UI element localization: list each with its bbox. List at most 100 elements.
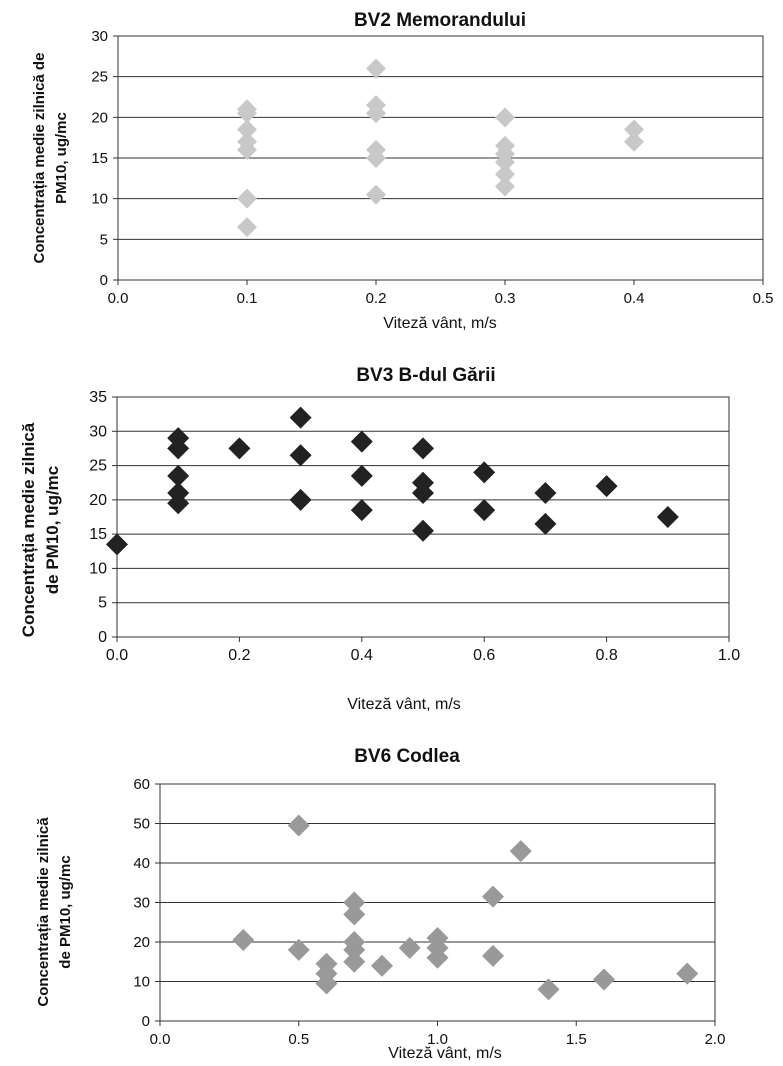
- data-point: [237, 131, 257, 152]
- data-point: [350, 499, 373, 522]
- x-tick-label: 0.2: [228, 647, 250, 664]
- x-tick-label: 0.2: [366, 290, 387, 307]
- y-tick-label: 0: [100, 272, 108, 289]
- y-tick-label: 30: [91, 28, 108, 45]
- y-tick-label: 20: [91, 109, 108, 126]
- y-tick-label: 5: [98, 595, 107, 612]
- y-tick-label: 20: [133, 934, 150, 951]
- chart-title: BV3 B-dul Gării: [356, 365, 495, 386]
- data-points: [106, 406, 679, 556]
- data-point: [426, 927, 449, 950]
- data-point: [412, 471, 434, 494]
- data-point: [534, 512, 557, 535]
- data-point: [167, 464, 190, 487]
- x-tick-label: 1.0: [718, 647, 740, 664]
- y-tick-label: 0: [142, 1013, 150, 1030]
- data-point: [537, 978, 560, 1001]
- data-point: [167, 482, 190, 504]
- y-tick-label: 0: [98, 629, 107, 646]
- data-point: [232, 929, 255, 952]
- y-axis-label-line2: PM10, ug/mc: [53, 112, 70, 204]
- data-point: [343, 891, 366, 914]
- y-tick-label: 30: [89, 423, 107, 440]
- data-points: [237, 58, 644, 238]
- y-tick-label: 60: [133, 776, 150, 793]
- data-point: [509, 840, 532, 863]
- x-axis-label: Viteză vânt, m/s: [388, 1045, 502, 1062]
- y-axis-label-line1: Concentrația medie zilnică: [19, 422, 38, 637]
- x-axis-label: Viteză vânt, m/s: [347, 696, 461, 713]
- data-point: [624, 131, 644, 152]
- y-tick-label: 20: [89, 492, 107, 509]
- y-tick-label: 10: [91, 191, 108, 208]
- data-point: [237, 217, 257, 238]
- y-tick-label: 35: [89, 389, 107, 406]
- data-point: [343, 931, 366, 953]
- data-point: [534, 482, 557, 504]
- x-tick-label: 0.0: [108, 290, 129, 307]
- plot-area: [116, 396, 730, 638]
- data-point: [237, 99, 257, 120]
- data-point: [366, 139, 386, 160]
- data-point: [237, 188, 257, 209]
- x-tick-label: 0.5: [288, 1031, 309, 1048]
- data-points: [232, 814, 699, 1001]
- gridlines: [113, 35, 764, 285]
- chart-bv6-codlea: BV6 Codlea Concentrația medie zilnică de…: [35, 746, 725, 1062]
- x-axis-label: Viteză vânt, m/s: [383, 315, 497, 332]
- data-point: [350, 464, 373, 487]
- x-tick-label: 0.0: [150, 1031, 171, 1048]
- x-tick-label: 1.5: [566, 1031, 587, 1048]
- data-point: [366, 58, 386, 79]
- y-tick-label: 25: [91, 69, 108, 86]
- data-point: [482, 885, 504, 908]
- data-point: [366, 184, 386, 205]
- x-tick-label: 0.1: [237, 290, 258, 307]
- data-point: [398, 936, 421, 959]
- x-tick-label: 0.8: [595, 647, 617, 664]
- x-tick-label: 0.6: [473, 647, 495, 664]
- y-axis-label-line1: Concentrația medie zilnică de: [31, 53, 48, 264]
- x-tick-label: 0.4: [351, 647, 373, 664]
- data-point: [167, 427, 190, 450]
- data-point: [473, 461, 496, 484]
- data-point: [343, 950, 366, 973]
- data-point: [287, 814, 310, 837]
- data-point: [495, 176, 515, 197]
- data-point: [289, 444, 312, 467]
- y-tick-label: 10: [133, 974, 150, 991]
- y-tick-label: 15: [89, 526, 107, 543]
- data-point: [412, 437, 434, 460]
- data-point: [343, 903, 366, 926]
- x-tick-labels: 0.0 0.1 0.2 0.3 0.4 0.5: [108, 290, 774, 307]
- x-tick-label: 1.0: [427, 1031, 448, 1048]
- x-tick-label: 0.5: [753, 290, 774, 307]
- data-point: [412, 519, 434, 542]
- data-point: [495, 107, 515, 128]
- y-tick-labels: 0 10 20 30 40 50 60: [133, 776, 150, 1030]
- y-tick-label: 40: [133, 855, 150, 872]
- data-point: [350, 430, 373, 453]
- data-point: [482, 944, 504, 967]
- x-tick-label: 0.0: [106, 647, 128, 664]
- x-tick-label: 0.4: [624, 290, 645, 307]
- chart-title: BV6 Codlea: [354, 746, 460, 767]
- chart-bv2-memorandului: BV2 Memorandului Concentrația medie ziln…: [31, 10, 773, 332]
- data-point: [676, 962, 699, 985]
- data-point: [289, 406, 312, 429]
- chart-title: BV2 Memorandului: [354, 10, 526, 31]
- y-axis-label-line2: de PM10, ug/mc: [57, 855, 74, 968]
- data-point: [287, 938, 310, 961]
- y-axis-label-line2: de PM10, ug/mc: [43, 466, 62, 594]
- y-tick-labels: 0 5 10 15 20 25 30 35: [89, 389, 107, 646]
- data-point: [289, 488, 312, 511]
- x-tick-label: 0.3: [495, 290, 516, 307]
- data-point: [624, 119, 644, 140]
- y-tick-label: 50: [133, 816, 150, 833]
- chart-bv3-bdul-garii: BV3 B-dul Gării Concentrația medie zilni…: [19, 365, 740, 713]
- data-point: [371, 954, 393, 977]
- y-tick-labels: 0 5 10 15 20 25 30: [91, 28, 108, 289]
- data-point: [228, 437, 251, 460]
- data-point: [593, 968, 615, 991]
- data-point: [106, 533, 128, 556]
